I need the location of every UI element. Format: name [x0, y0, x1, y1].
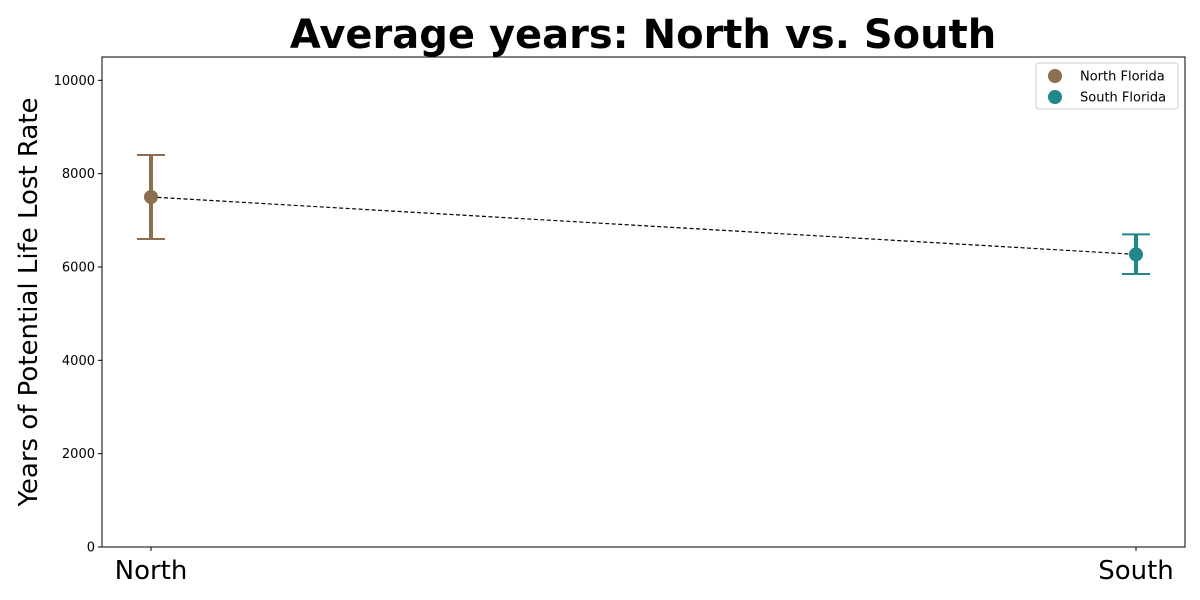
y-tick-label: 8000 [62, 167, 95, 182]
y-tick-label: 2000 [62, 447, 95, 462]
legend-label: North Florida [1080, 70, 1165, 85]
legend-marker [1048, 69, 1062, 83]
legend-label: South Florida [1080, 91, 1166, 106]
connector-line [150, 196, 1137, 255]
y-axis: 0 2000 4000 6000 8000 10000 [54, 74, 102, 556]
chart-title: Average years: North vs. South [290, 12, 996, 58]
x-tick-label: North [115, 556, 188, 586]
plot-area-frame [101, 56, 1186, 548]
y-tick-label: 10000 [54, 74, 95, 89]
y-tick-label: 6000 [62, 261, 95, 276]
legend: North Florida South Florida [1035, 62, 1179, 110]
data-point [1129, 247, 1143, 262]
data-point [144, 190, 158, 204]
y-axis-label: Years of Potential Life Lost Rate [14, 97, 44, 507]
data-marks [137, 154, 1150, 275]
y-tick-label: 0 [87, 541, 95, 556]
legend-box [1035, 62, 1179, 110]
x-axis: North South [115, 547, 1174, 586]
y-tick-label: 4000 [62, 354, 95, 369]
x-tick-label: South [1098, 556, 1174, 586]
legend-marker [1048, 90, 1062, 104]
